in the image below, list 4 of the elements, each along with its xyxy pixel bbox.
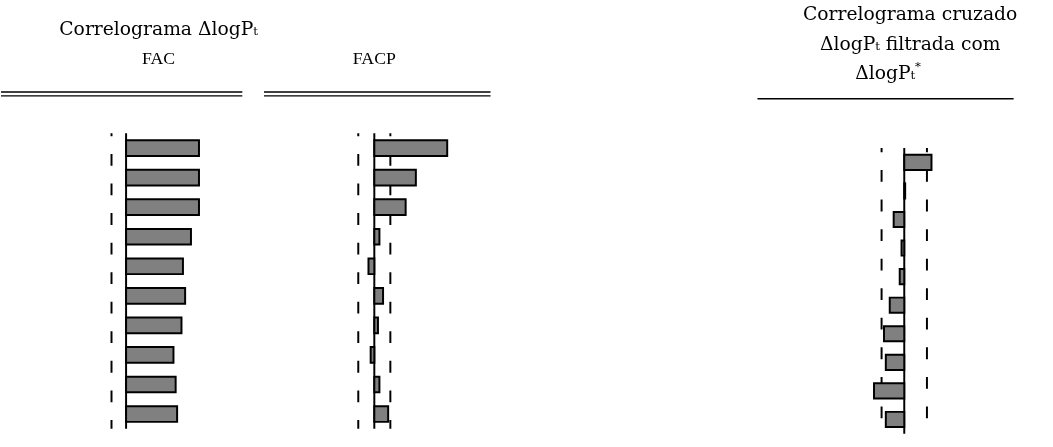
chart-subtitle: FAC bbox=[142, 48, 176, 69]
chart-title: Correlograma cruzado ΔlogPₜ filtrada com ΔlogPₜ* bbox=[802, 3, 1018, 84]
chart-title: Correlograma ΔlogPₜ bbox=[59, 17, 259, 39]
chart-subtitle: FACP bbox=[352, 48, 396, 69]
